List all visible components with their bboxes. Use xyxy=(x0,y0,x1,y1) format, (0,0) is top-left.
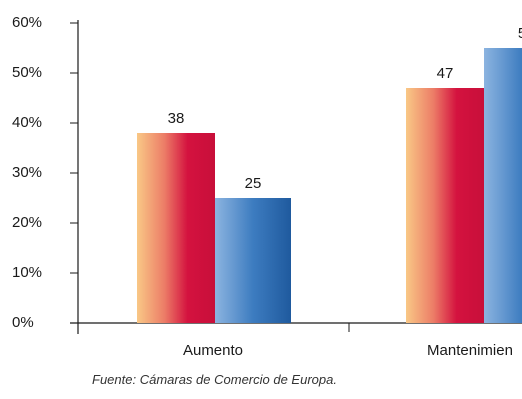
y-tick-label: 20% xyxy=(12,214,42,231)
bar-value-label: 5 xyxy=(518,25,522,42)
y-tick-label: 0% xyxy=(12,314,34,331)
y-tick-label: 50% xyxy=(12,64,42,81)
bar-value-label: 38 xyxy=(168,110,185,127)
x-category-label: Mantenimien xyxy=(427,342,513,359)
y-tick-label: 60% xyxy=(12,14,42,31)
y-tick-label: 10% xyxy=(12,264,42,281)
bar-value-label: 47 xyxy=(437,65,454,82)
source-note: Fuente: Cámaras de Comercio de Europa. xyxy=(92,372,337,387)
y-tick-label: 40% xyxy=(12,114,42,131)
y-tick-label: 30% xyxy=(12,164,42,181)
x-category-label: Aumento xyxy=(183,342,243,359)
bar-value-label: 25 xyxy=(245,175,262,192)
bar xyxy=(484,48,522,323)
bar xyxy=(406,88,484,323)
data-labels: 38 25 47 5 xyxy=(168,25,522,192)
bar xyxy=(137,133,215,323)
category-labels: Aumento Mantenimien xyxy=(183,342,513,359)
bar xyxy=(215,198,291,323)
bars xyxy=(137,48,522,323)
y-axis-ticks: 0% 10% 20% 30% 40% 50% 60% xyxy=(12,14,78,331)
